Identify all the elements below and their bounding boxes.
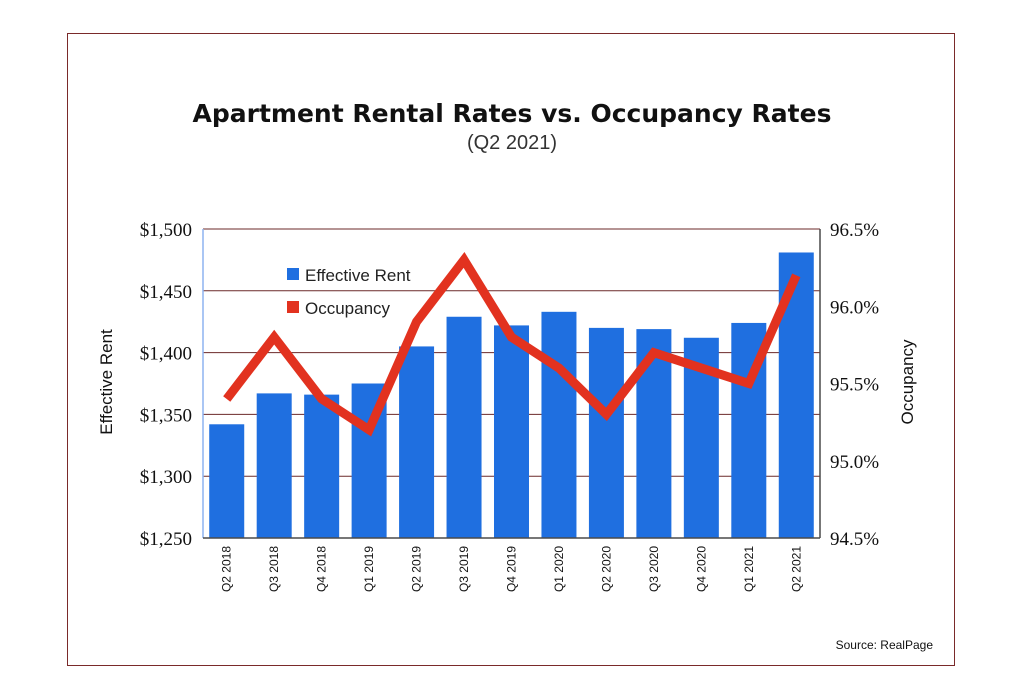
- legend-label-rent: Effective Rent: [305, 266, 411, 285]
- x-tick-label: Q1 2021: [742, 546, 756, 592]
- x-tick-label: Q2 2021: [789, 546, 803, 592]
- y-tick-label-right: 95.5%: [830, 375, 879, 396]
- y-tick-label-right: 94.5%: [830, 529, 879, 550]
- y-tick-label-left: $1,350: [140, 405, 192, 426]
- x-tick-label: Q1 2020: [552, 546, 566, 592]
- chart-title: Apartment Rental Rates vs. Occupancy Rat…: [193, 99, 832, 128]
- bar-effective-rent: [304, 394, 340, 538]
- chart-subtitle: (Q2 2021): [467, 132, 557, 154]
- x-tick-label: Q2 2020: [599, 546, 613, 592]
- x-tick-label: Q3 2018: [267, 546, 281, 592]
- x-tick-label: Q1 2019: [362, 546, 376, 592]
- bar-effective-rent: [494, 325, 529, 538]
- bar-effective-rent: [209, 424, 245, 538]
- legend-swatch-rent: [287, 268, 299, 280]
- legend-label-occupancy: Occupancy: [305, 299, 391, 318]
- y-tick-label-left: $1,450: [140, 282, 192, 303]
- line-occupancy: [223, 251, 801, 437]
- x-tick-label: Q4 2018: [315, 546, 329, 592]
- x-tick-label: Q4 2019: [505, 546, 519, 592]
- x-tick-label: Q2 2019: [410, 546, 424, 592]
- y-axis-label-left: Effective Rent: [97, 329, 116, 435]
- bar-effective-rent: [256, 393, 292, 538]
- y-tick-label-left: $1,400: [140, 344, 192, 365]
- x-tick-label: Q2 2018: [220, 546, 234, 592]
- bar-effective-rent: [446, 316, 482, 538]
- x-tick-label: Q3 2019: [457, 546, 471, 592]
- y-axis-label-right: Occupancy: [898, 339, 917, 425]
- y-tick-label-left: $1,500: [140, 220, 192, 241]
- bar-effective-rent: [541, 311, 577, 538]
- y-tick-label-right: 96.0%: [830, 297, 879, 318]
- y-tick-label-left: $1,300: [140, 467, 192, 488]
- y-tick-label-left: $1,250: [140, 529, 192, 550]
- x-tick-label: Q4 2020: [694, 546, 708, 592]
- bar-effective-rent: [399, 346, 435, 538]
- legend-swatch-occupancy: [287, 301, 299, 313]
- y-tick-label-right: 96.5%: [830, 220, 879, 241]
- y-tick-label-right: 95.0%: [830, 452, 879, 473]
- chart-frame: [67, 33, 955, 666]
- bar-effective-rent: [588, 327, 624, 538]
- x-tick-label: Q3 2020: [647, 546, 661, 592]
- source-note: Source: RealPage: [836, 638, 934, 652]
